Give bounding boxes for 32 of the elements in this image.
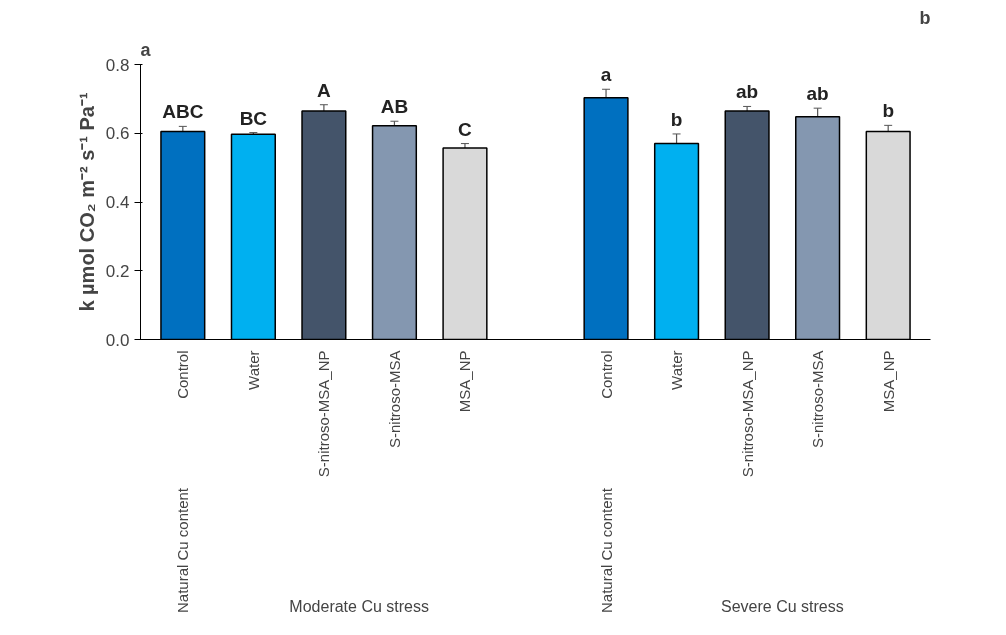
x-tick-label: Control	[174, 350, 192, 399]
x-tick-label: MSA_NP	[456, 350, 474, 413]
text: b	[919, 7, 931, 28]
data-label: ABC	[162, 101, 204, 123]
text: Natural Cu content	[174, 487, 192, 614]
data-label: b	[882, 100, 894, 122]
text: Severe Cu stress	[721, 597, 844, 615]
data-label: C	[458, 118, 473, 140]
data-label: b	[670, 108, 683, 130]
text: a	[140, 39, 152, 60]
x-tick-label: S-nitroso-MSA	[385, 350, 403, 449]
x-tick-label: Control	[597, 350, 615, 399]
data-label: BC	[239, 107, 268, 129]
x-tick-label: Water	[244, 350, 262, 390]
text: Moderate Cu stress	[289, 597, 429, 615]
data-label: ab	[806, 83, 829, 105]
data-label: a	[600, 64, 612, 86]
x-tick-label: MSA_NP	[879, 350, 897, 413]
y-axis-title: k µmol CO₂ m⁻² s⁻¹ Pa⁻¹	[75, 92, 98, 312]
x-tick-label: Water	[668, 350, 686, 390]
text: Natural Cu content	[597, 487, 615, 614]
data-label: ab	[736, 81, 759, 103]
x-tick-label: S-nitroso-MSA_NP	[738, 350, 756, 478]
y-tick-label: 0.0	[105, 330, 130, 350]
y-tick-label: 0.2	[105, 261, 130, 281]
y-tick-label: 0.8	[105, 55, 130, 75]
data-label: A	[317, 79, 332, 101]
y-tick-label: 0.6	[105, 124, 130, 144]
y-tick-label: 0.4	[105, 193, 130, 212]
x-tick-label: S-nitroso-MSA_NP	[315, 350, 333, 478]
data-label: AB	[380, 96, 409, 118]
x-tick-label: S-nitroso-MSA	[809, 350, 827, 449]
